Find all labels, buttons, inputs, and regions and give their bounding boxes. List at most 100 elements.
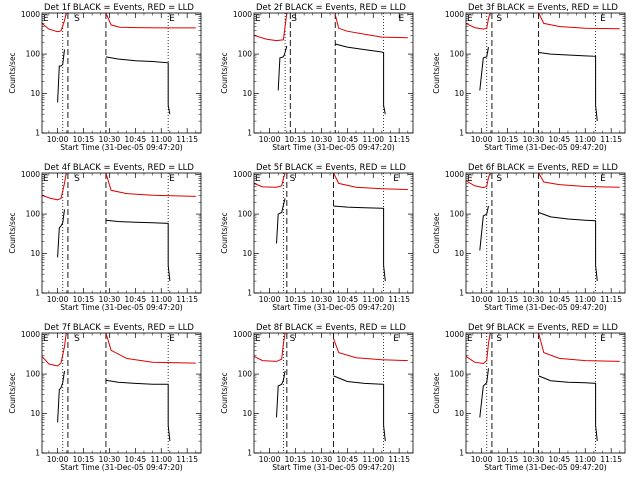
plot-frame — [253, 332, 414, 454]
marker-3: E — [393, 174, 399, 184]
events-series-segment-1 — [277, 45, 288, 91]
x-tick-label: 11:15 — [176, 135, 198, 144]
x-tick-label: 10:45 — [125, 455, 147, 464]
y-axis-label: Counts/sec — [220, 52, 229, 93]
lld-series-segment-2 — [333, 338, 408, 362]
x-tick-label: 11:00 — [362, 455, 384, 464]
x-tick-label: 11:00 — [574, 135, 596, 144]
marker-3: E — [600, 174, 606, 184]
y-tick-label: 10 — [30, 409, 40, 418]
lld-series-segment-1 — [466, 333, 491, 365]
y-tick-label: 100 — [238, 370, 253, 379]
x-tick-label: 10:15 — [285, 455, 307, 464]
x-tick-label: 10:45 — [125, 135, 147, 144]
x-tick-label: 10:45 — [549, 295, 571, 304]
lld-series-segment-1 — [254, 333, 286, 362]
marker-3: E — [393, 334, 399, 344]
marker-1: E — [43, 174, 49, 184]
x-axis-label: Start Time (31-Dec-05 09:47:20) — [484, 463, 606, 472]
events-series-segment-2 — [538, 212, 598, 282]
y-axis-label: Counts/sec — [432, 52, 441, 93]
y-tick-label: 1 — [247, 289, 252, 298]
x-tick-label: 10:15 — [497, 135, 519, 144]
x-tick-label: 10:30 — [311, 455, 333, 464]
y-tick-label: 100 — [450, 370, 465, 379]
x-tick-label: 11:00 — [150, 295, 172, 304]
y-tick-label: 1000 — [233, 170, 252, 179]
y-tick-label: 100 — [26, 50, 41, 59]
marker-2: S — [74, 174, 80, 184]
marker-1: E — [255, 174, 261, 184]
y-tick-label: 10 — [454, 89, 464, 98]
marker-3: E — [600, 14, 606, 24]
panel-title: Det 3f BLACK = Events, RED = LLD — [468, 3, 618, 13]
plot-frame — [465, 172, 626, 294]
plot-frame — [41, 332, 202, 454]
lld-series-segment-1 — [42, 173, 67, 201]
marker-1: E — [255, 334, 261, 344]
marker-2: S — [74, 14, 80, 24]
x-tick-label: 10:15 — [73, 135, 95, 144]
x-tick-label: 10:30 — [523, 295, 545, 304]
x-tick-label: 10:30 — [99, 135, 121, 144]
x-tick-label: 10:30 — [523, 455, 545, 464]
marker-2: S — [74, 334, 80, 344]
panel-8: Det 8f BLACK = Events, RED = LLD 1 10 100 10… — [220, 323, 414, 472]
events-series-segment-2 — [105, 219, 171, 282]
x-tick-label: 10:15 — [73, 295, 95, 304]
lld-series-segment-2 — [333, 173, 408, 190]
x-tick-label: 11:00 — [574, 295, 596, 304]
x-tick-label: 10:15 — [497, 455, 519, 464]
events-series-segment-2 — [538, 52, 598, 122]
x-tick-label: 10:45 — [549, 455, 571, 464]
x-tick-label: 11:15 — [176, 295, 198, 304]
lld-series-segment-2 — [538, 333, 620, 362]
panel-7: Det 7f BLACK = Events, RED = LLD 1 10 100 10… — [8, 323, 202, 472]
x-tick-label: 10:15 — [73, 455, 95, 464]
x-tick-label: 11:00 — [362, 295, 384, 304]
marker-2: S — [496, 334, 502, 344]
lld-series-segment-2 — [334, 14, 408, 39]
x-tick-label: 10:00 — [47, 295, 69, 304]
y-tick-label: 100 — [238, 50, 253, 59]
x-tick-label: 10:00 — [259, 295, 281, 304]
marker-2: S — [496, 174, 502, 184]
events-series-segment-2 — [538, 375, 598, 442]
marker-2: S — [291, 14, 297, 24]
y-tick-label: 1 — [459, 449, 464, 458]
x-tick-label: 10:30 — [99, 295, 121, 304]
x-tick-label: 10:30 — [311, 135, 333, 144]
x-tick-label: 10:00 — [471, 135, 493, 144]
plot-frame — [253, 12, 414, 134]
y-tick-label: 1000 — [445, 170, 464, 179]
y-tick-label: 100 — [450, 50, 465, 59]
marker-2: S — [290, 174, 296, 184]
x-axis-label: Start Time (31-Dec-05 09:47:20) — [272, 303, 394, 312]
lld-series-segment-1 — [254, 13, 288, 42]
x-tick-label: 10:00 — [471, 455, 493, 464]
marker-3: E — [398, 14, 404, 24]
y-tick-label: 1000 — [445, 330, 464, 339]
lld-series-segment-2 — [105, 333, 196, 364]
y-tick-label: 1 — [247, 449, 252, 458]
x-tick-label: 10:45 — [337, 135, 359, 144]
marker-1: E — [43, 14, 49, 24]
y-tick-label: 1 — [35, 289, 40, 298]
x-tick-label: 11:00 — [574, 455, 596, 464]
events-series-segment-1 — [57, 370, 65, 423]
events-series-segment-1 — [57, 209, 65, 258]
panel-9: Det 9f BLACK = Events, RED = LLD 1 10 100 10… — [432, 323, 626, 472]
x-tick-label: 10:30 — [523, 135, 545, 144]
x-tick-label: 10:15 — [497, 295, 519, 304]
lld-series-segment-1 — [466, 13, 491, 30]
y-axis-label: Counts/sec — [432, 372, 441, 413]
plot-frame — [465, 332, 626, 454]
panel-title: Det 1f BLACK = Events, RED = LLD — [44, 3, 194, 13]
lld-series-segment-1 — [42, 13, 67, 33]
marker-1: E — [255, 14, 261, 24]
y-tick-label: 100 — [238, 210, 253, 219]
panel-6: Det 6f BLACK = Events, RED = LLD 1 10 100 10… — [432, 163, 626, 312]
x-tick-label: 11:15 — [600, 455, 622, 464]
panel-1: Det 1f BLACK = Events, RED = LLD 1 10 100 10… — [8, 3, 202, 152]
panel-title: Det 4f BLACK = Events, RED = LLD — [44, 163, 194, 173]
